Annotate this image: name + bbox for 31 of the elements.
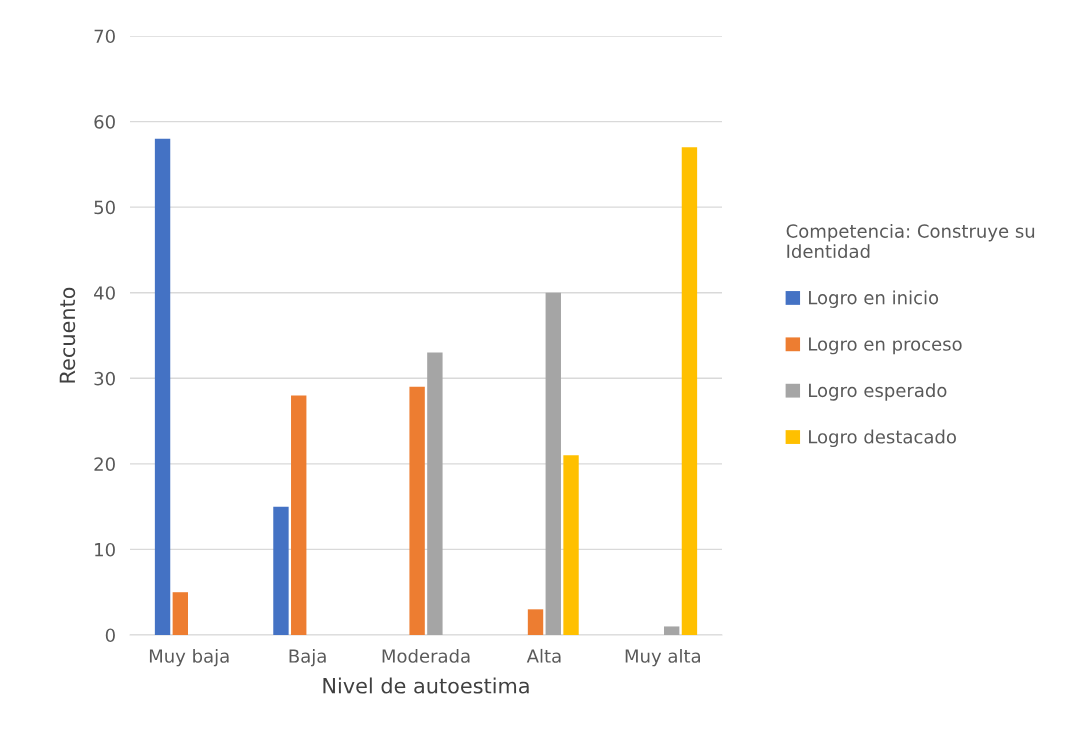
y-tick-label: 60 — [94, 115, 115, 129]
x-tick-label: Muy baja — [149, 648, 229, 667]
legend-label: Logro en inicio — [809, 290, 939, 308]
x-tick-label: Baja — [289, 648, 326, 667]
bar — [427, 352, 443, 635]
y-tick-label: 30 — [94, 371, 115, 386]
bar — [409, 386, 425, 635]
x-tick-label: Muy alta — [625, 648, 700, 667]
bar — [681, 147, 698, 635]
y-tick-label: 0 — [105, 628, 115, 643]
y-tick-label: 40 — [94, 286, 115, 300]
legend-label: Logro destacado — [809, 429, 956, 448]
bar — [172, 592, 189, 635]
bar — [527, 609, 544, 635]
bar — [545, 292, 561, 635]
y-tick-label: 20 — [94, 457, 115, 471]
x-axis-title: Nivel de autoestima — [323, 677, 529, 694]
legend-label: Logro esperado — [809, 383, 947, 401]
bar — [291, 395, 307, 635]
bar — [663, 626, 680, 635]
y-tick-label: 10 — [95, 542, 115, 557]
x-tick-label: Moderada — [382, 648, 470, 663]
x-tick-label: Alta — [526, 648, 561, 663]
bar — [273, 506, 289, 635]
y-axis-title: Recuento — [59, 287, 76, 383]
legend-label: Logro en proceso — [809, 337, 962, 355]
legend-title: Competencia: Construye su Identidad — [786, 223, 1035, 259]
y-tick-label: 50 — [94, 200, 115, 215]
bar — [154, 138, 171, 635]
y-tick-label: 70 — [94, 29, 115, 44]
bar — [563, 455, 579, 635]
